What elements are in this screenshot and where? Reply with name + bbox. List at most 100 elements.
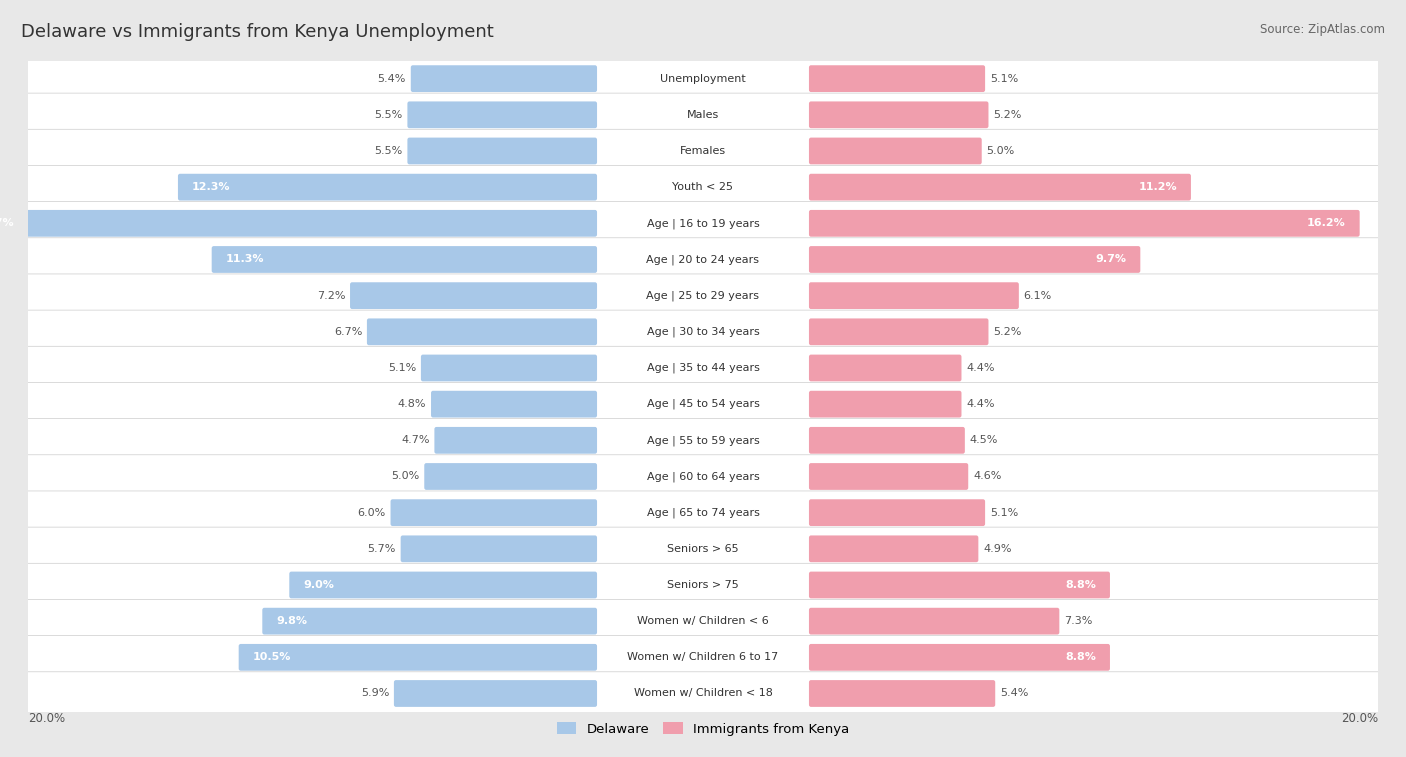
Text: Seniors > 65: Seniors > 65 (668, 544, 738, 554)
FancyBboxPatch shape (808, 65, 986, 92)
FancyBboxPatch shape (14, 563, 1392, 606)
Text: Women w/ Children < 18: Women w/ Children < 18 (634, 689, 772, 699)
FancyBboxPatch shape (239, 644, 598, 671)
FancyBboxPatch shape (14, 671, 1392, 715)
FancyBboxPatch shape (14, 166, 1392, 209)
Text: Females: Females (681, 146, 725, 156)
FancyBboxPatch shape (391, 500, 598, 526)
Text: 9.0%: 9.0% (304, 580, 335, 590)
Text: 5.0%: 5.0% (987, 146, 1015, 156)
Text: 5.5%: 5.5% (374, 146, 402, 156)
Text: Source: ZipAtlas.com: Source: ZipAtlas.com (1260, 23, 1385, 36)
FancyBboxPatch shape (808, 319, 988, 345)
FancyBboxPatch shape (808, 354, 962, 382)
Text: 4.7%: 4.7% (401, 435, 430, 445)
Text: Age | 20 to 24 years: Age | 20 to 24 years (647, 254, 759, 265)
Text: 16.2%: 16.2% (1308, 218, 1346, 229)
FancyBboxPatch shape (420, 354, 598, 382)
FancyBboxPatch shape (808, 138, 981, 164)
FancyBboxPatch shape (14, 636, 1392, 679)
Text: 5.4%: 5.4% (378, 73, 406, 83)
FancyBboxPatch shape (14, 491, 1392, 534)
Text: 9.8%: 9.8% (276, 616, 307, 626)
FancyBboxPatch shape (14, 57, 1392, 101)
FancyBboxPatch shape (14, 346, 1392, 390)
Text: 4.9%: 4.9% (983, 544, 1011, 554)
FancyBboxPatch shape (808, 174, 1191, 201)
FancyBboxPatch shape (14, 600, 1392, 643)
FancyBboxPatch shape (425, 463, 598, 490)
FancyBboxPatch shape (14, 93, 1392, 136)
Text: 7.2%: 7.2% (316, 291, 346, 301)
Text: 18.7%: 18.7% (0, 218, 14, 229)
Text: 10.5%: 10.5% (253, 653, 291, 662)
FancyBboxPatch shape (263, 608, 598, 634)
Text: 9.7%: 9.7% (1095, 254, 1126, 264)
FancyBboxPatch shape (0, 210, 598, 237)
Text: 5.1%: 5.1% (990, 73, 1018, 83)
FancyBboxPatch shape (14, 455, 1392, 498)
Text: Age | 35 to 44 years: Age | 35 to 44 years (647, 363, 759, 373)
FancyBboxPatch shape (401, 535, 598, 562)
FancyBboxPatch shape (212, 246, 598, 273)
FancyBboxPatch shape (411, 65, 598, 92)
Text: 5.2%: 5.2% (993, 327, 1022, 337)
Text: Age | 55 to 59 years: Age | 55 to 59 years (647, 435, 759, 446)
FancyBboxPatch shape (14, 527, 1392, 571)
Legend: Delaware, Immigrants from Kenya: Delaware, Immigrants from Kenya (551, 717, 855, 741)
Text: 6.7%: 6.7% (333, 327, 363, 337)
Text: Unemployment: Unemployment (661, 73, 745, 83)
Text: 4.5%: 4.5% (970, 435, 998, 445)
Text: 5.7%: 5.7% (367, 544, 396, 554)
FancyBboxPatch shape (434, 427, 598, 453)
FancyBboxPatch shape (14, 382, 1392, 426)
FancyBboxPatch shape (808, 391, 962, 418)
Text: Delaware vs Immigrants from Kenya Unemployment: Delaware vs Immigrants from Kenya Unempl… (21, 23, 494, 41)
FancyBboxPatch shape (808, 535, 979, 562)
Text: 11.2%: 11.2% (1139, 182, 1177, 192)
Text: 8.8%: 8.8% (1066, 653, 1097, 662)
FancyBboxPatch shape (432, 391, 598, 418)
FancyBboxPatch shape (290, 572, 598, 598)
FancyBboxPatch shape (14, 201, 1392, 245)
FancyBboxPatch shape (808, 680, 995, 707)
Text: Age | 16 to 19 years: Age | 16 to 19 years (647, 218, 759, 229)
Text: 5.1%: 5.1% (388, 363, 416, 373)
FancyBboxPatch shape (808, 572, 1109, 598)
Text: 20.0%: 20.0% (28, 712, 65, 724)
Text: Age | 45 to 54 years: Age | 45 to 54 years (647, 399, 759, 410)
Text: 5.9%: 5.9% (361, 689, 389, 699)
Text: 6.1%: 6.1% (1024, 291, 1052, 301)
Text: Women w/ Children < 6: Women w/ Children < 6 (637, 616, 769, 626)
FancyBboxPatch shape (14, 129, 1392, 173)
FancyBboxPatch shape (808, 463, 969, 490)
FancyBboxPatch shape (408, 101, 598, 128)
Text: 5.4%: 5.4% (1000, 689, 1028, 699)
FancyBboxPatch shape (14, 310, 1392, 354)
FancyBboxPatch shape (14, 419, 1392, 462)
Text: 5.5%: 5.5% (374, 110, 402, 120)
Text: Age | 65 to 74 years: Age | 65 to 74 years (647, 507, 759, 518)
Text: 20.0%: 20.0% (1341, 712, 1378, 724)
FancyBboxPatch shape (808, 246, 1140, 273)
FancyBboxPatch shape (14, 238, 1392, 281)
Text: 6.0%: 6.0% (357, 508, 385, 518)
Text: Males: Males (688, 110, 718, 120)
Text: 7.3%: 7.3% (1064, 616, 1092, 626)
Text: Age | 60 to 64 years: Age | 60 to 64 years (647, 472, 759, 481)
FancyBboxPatch shape (808, 427, 965, 453)
FancyBboxPatch shape (14, 274, 1392, 317)
FancyBboxPatch shape (808, 500, 986, 526)
Text: Youth < 25: Youth < 25 (672, 182, 734, 192)
FancyBboxPatch shape (808, 644, 1109, 671)
Text: 4.4%: 4.4% (966, 363, 994, 373)
FancyBboxPatch shape (179, 174, 598, 201)
Text: 4.6%: 4.6% (973, 472, 1001, 481)
Text: Seniors > 75: Seniors > 75 (666, 580, 740, 590)
Text: 4.4%: 4.4% (966, 399, 994, 409)
Text: 5.0%: 5.0% (391, 472, 419, 481)
FancyBboxPatch shape (367, 319, 598, 345)
Text: 8.8%: 8.8% (1066, 580, 1097, 590)
FancyBboxPatch shape (350, 282, 598, 309)
Text: 4.8%: 4.8% (398, 399, 426, 409)
